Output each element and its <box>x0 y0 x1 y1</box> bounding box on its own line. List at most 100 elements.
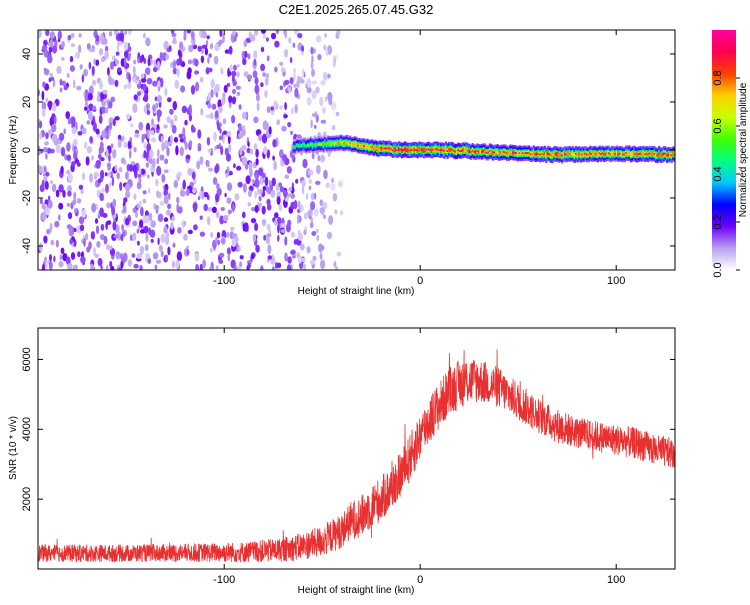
spectrogram-noise-cell <box>62 189 66 198</box>
spectrogram-carrier-cell <box>415 148 418 151</box>
spectrogram-carrier-cell <box>408 149 411 152</box>
spectrogram-noise-cell <box>170 222 174 230</box>
spectrogram-carrier-cell <box>579 154 582 156</box>
spectrogram-carrier-cell <box>539 153 542 156</box>
spectrogram-noise-cell <box>301 179 306 187</box>
spectrogram-noise-cell <box>114 164 118 172</box>
spectrogram-noise-cell <box>332 192 338 202</box>
spectrogram-carrier-cell <box>300 144 303 147</box>
spectrogram-noise-cell <box>181 105 188 114</box>
spectrogram-noise-cell <box>96 95 101 103</box>
colorbar-tick-label: 0.6 <box>712 118 724 133</box>
spectrogram-noise-cell <box>77 131 83 136</box>
spectrogram-carrier-cell <box>402 149 405 151</box>
spectrogram-carrier-cell <box>471 149 474 152</box>
spectrogram-noise-cell <box>106 202 111 209</box>
spectrogram-noise-cell <box>290 250 296 255</box>
spectrogram-carrier-cell <box>336 142 339 144</box>
spectrogram-noise-cell <box>232 202 235 213</box>
spectrogram-noise-cell <box>122 231 126 238</box>
spectrogram-noise-cell <box>123 41 129 51</box>
spectrogram-noise-cell <box>246 260 252 265</box>
spectrogram-noise-cell <box>150 129 155 136</box>
spectrogram-noise-cell <box>49 254 52 262</box>
spectrogram-noise-cell <box>258 195 262 202</box>
spectrogram-noise-cell <box>313 208 319 217</box>
spectrogram-carrier-cell <box>352 143 355 146</box>
spectrogram-noise-cell <box>328 215 334 225</box>
spectrogram-noise-cell <box>81 74 85 83</box>
spectrogram-noise-cell <box>65 256 71 265</box>
spectrogram-noise-cell <box>251 252 255 260</box>
spectrogram-noise-cell <box>310 192 315 201</box>
spectrogram-noise-cell <box>322 71 328 81</box>
spectrogram-noise-cell <box>131 253 136 258</box>
spectrogram-noise-cell <box>306 246 311 254</box>
spectrogram-noise-cell <box>145 233 149 242</box>
spectrogram-noise-cell <box>284 174 290 179</box>
spectrogram-carrier-cell <box>650 152 653 155</box>
spectrogram-carrier-cell <box>551 154 554 157</box>
colorbar-tick-label: 0.4 <box>712 166 724 181</box>
spectrogram-noise-cell <box>171 124 177 134</box>
spectrogram-noise-cell <box>48 46 53 53</box>
spectrogram-noise-cell <box>173 180 179 189</box>
spectrogram-noise-cell <box>257 187 260 196</box>
spectrogram-noise-cell <box>152 157 156 168</box>
spectrogram-noise-cell <box>207 92 211 100</box>
spectrogram-noise-cell <box>299 204 304 212</box>
spectrogram-noise-cell <box>58 184 64 193</box>
spectrogram-noise-cell <box>154 204 160 210</box>
spectrogram-noise-cell <box>106 220 112 226</box>
spectrogram-carrier-cell <box>397 148 401 150</box>
spectrogram-noise-cell <box>266 198 271 206</box>
spectrogram-noise-cell <box>48 261 53 270</box>
spectrogram-noise-cell <box>112 220 117 231</box>
spectrogram-carrier-cell <box>322 143 325 146</box>
spectrogram-carrier-cell <box>455 150 459 153</box>
spectrogram-noise-cell <box>42 146 48 153</box>
spectrogram-noise-cell <box>61 56 65 61</box>
spectrogram-noise-cell <box>72 116 76 127</box>
spectrogram-noise-cell <box>103 235 108 245</box>
spectrogram-noise-cell <box>126 163 131 172</box>
spectrogram-carrier-cell <box>592 153 595 155</box>
spectrogram-noise-cell <box>189 140 193 148</box>
spectrogram-noise-cell <box>137 240 140 246</box>
spectrogram-noise-cell <box>114 79 119 87</box>
spectrogram-carrier-cell <box>338 142 341 145</box>
spectrogram-noise-cell <box>300 79 305 84</box>
spectrogram-noise-cell <box>164 88 168 96</box>
spectrogram-carrier-cell <box>316 143 319 146</box>
spectrogram-noise-cell <box>208 167 213 172</box>
spectrogram-noise-cell <box>249 148 254 155</box>
spectrogram-carrier-cell <box>612 152 615 155</box>
spectrogram-noise-cell <box>227 134 231 145</box>
snr-x-axis-label: Height of straight line (km) <box>298 585 415 596</box>
spectrogram-noise-cell <box>199 76 204 83</box>
spectrogram-noise-cell <box>61 80 66 86</box>
spectrogram-noise-cell <box>142 214 146 224</box>
spectrogram-noise-cell <box>43 67 47 72</box>
spectrogram-noise-cell <box>125 113 131 120</box>
spectrogram-noise-cell <box>67 185 72 193</box>
spectrogram-noise-cell <box>226 182 233 192</box>
spectrogram-carrier-cell <box>421 148 424 151</box>
spectrogram-carrier-cell <box>407 149 410 152</box>
spectrogram-noise-cell <box>61 41 65 48</box>
spectrogram-noise-cell <box>49 31 56 40</box>
spectrogram-carrier-cell <box>313 144 316 147</box>
spectrogram-carrier-cell <box>540 152 543 155</box>
spectrogram-noise-cell <box>168 192 171 200</box>
spectrogram-noise-cell <box>105 244 111 251</box>
spectrogram-carrier-cell <box>488 150 491 153</box>
spectrogram-carrier-cell <box>358 144 361 147</box>
spectrogram-carrier-cell <box>393 148 396 151</box>
spectrogram-noise-cell <box>45 30 50 37</box>
spectrogram-noise-cell <box>337 180 344 188</box>
spectrogram-noise-cell <box>78 216 85 225</box>
spectrogram-noise-cell <box>163 169 169 174</box>
spectrogram-carrier-cell <box>430 149 433 152</box>
spectrogram-noise-cell <box>94 218 99 224</box>
spectrogram-carrier-cell <box>404 148 407 151</box>
